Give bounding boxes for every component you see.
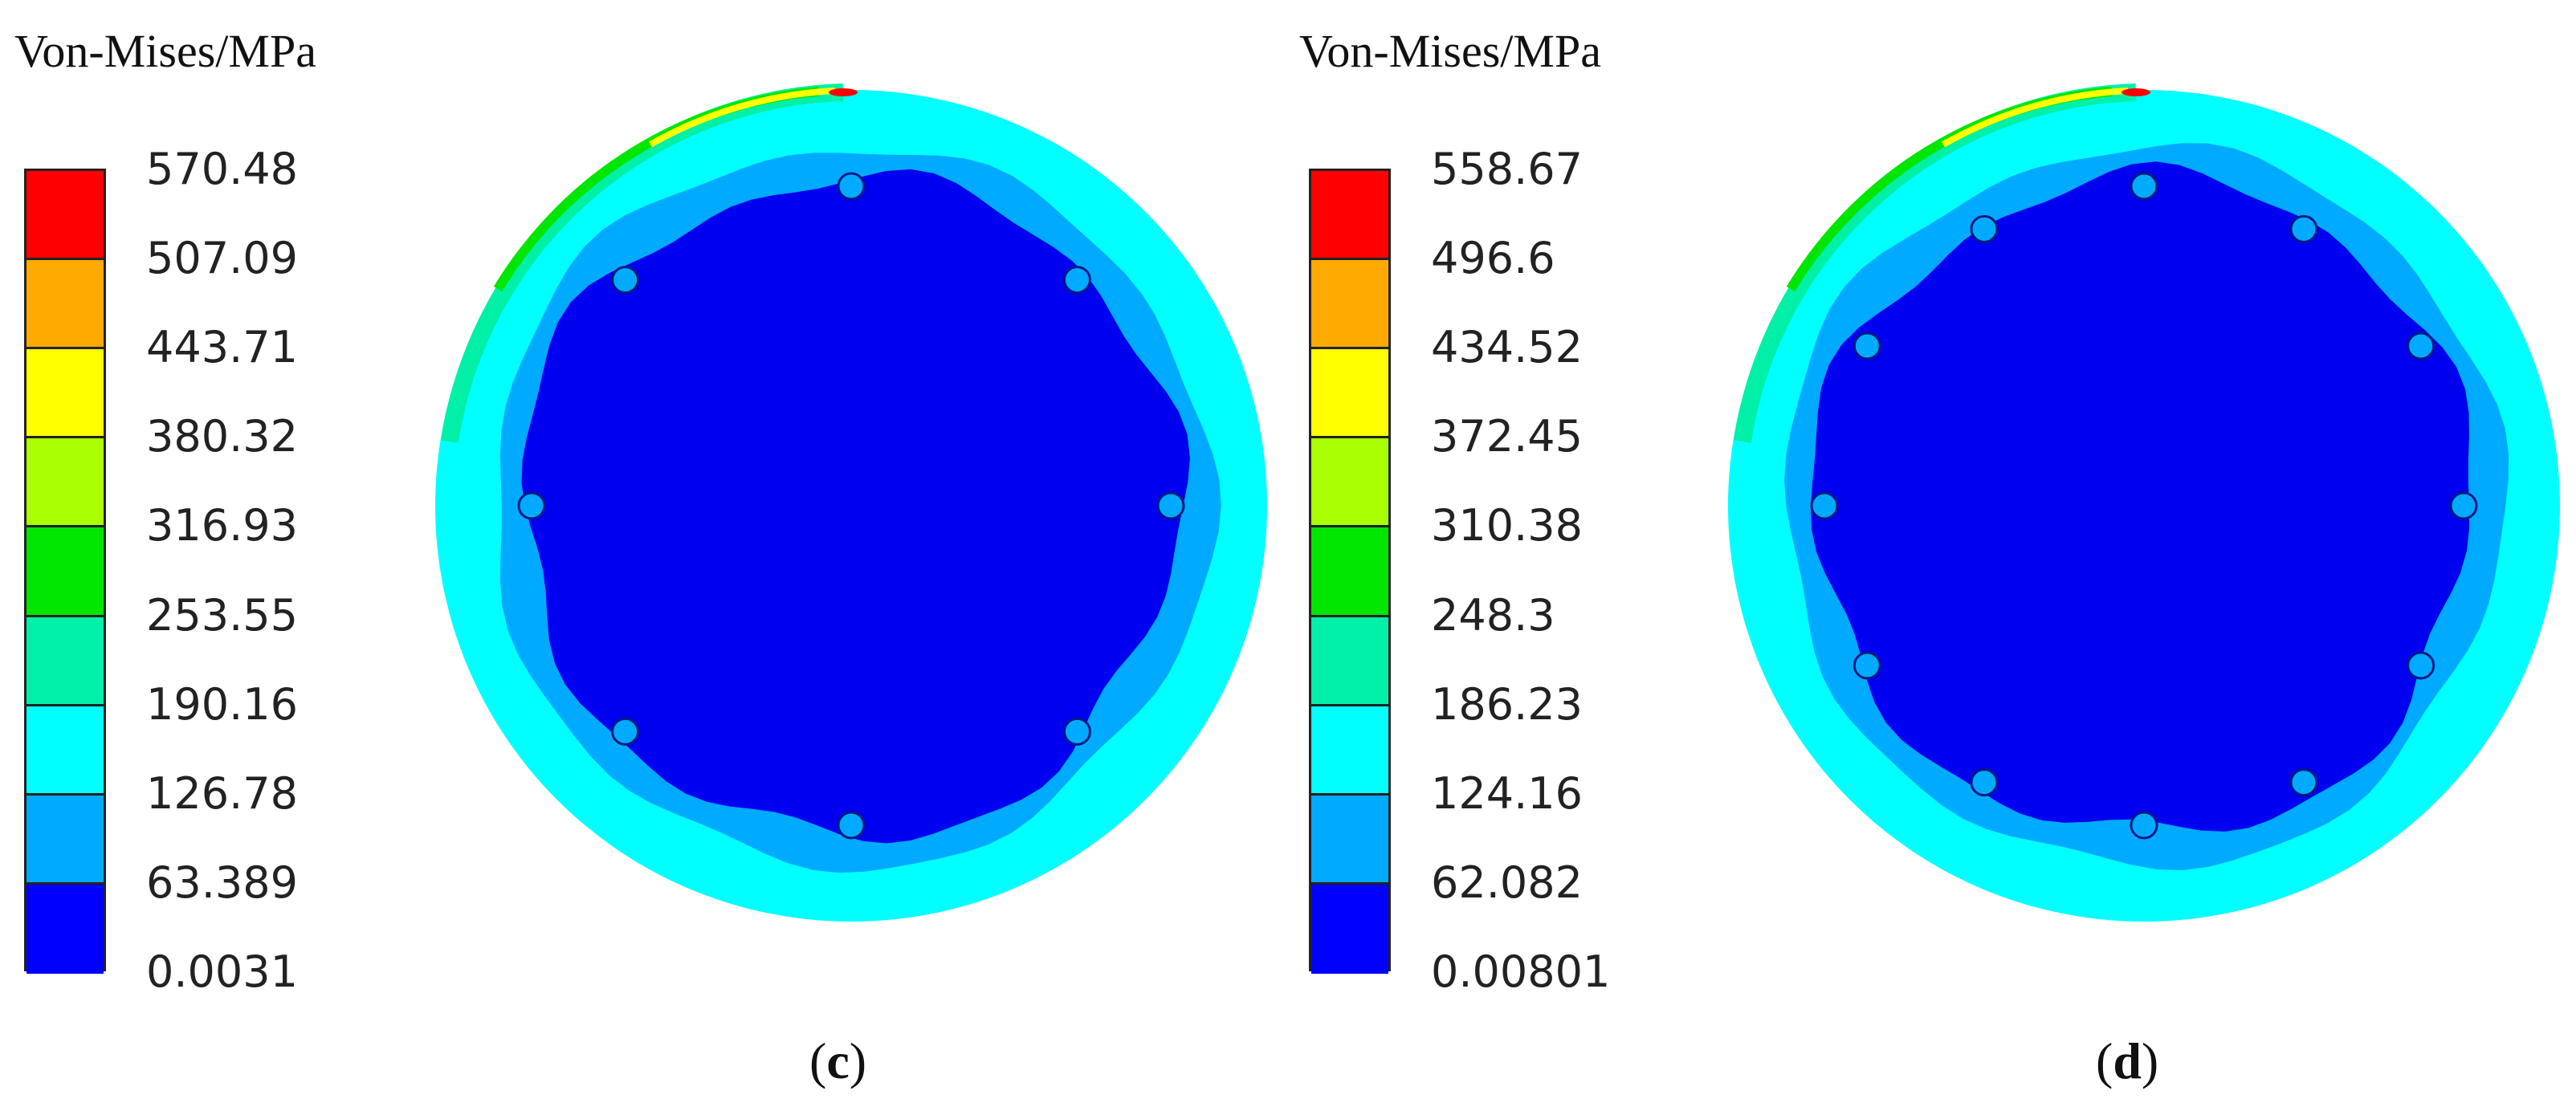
legend-swatch bbox=[26, 795, 104, 885]
legend-swatch bbox=[26, 706, 104, 796]
legend-value: 372.45 bbox=[1431, 411, 1583, 462]
legend-value: 63.389 bbox=[146, 857, 298, 908]
legend-value: 507.09 bbox=[146, 233, 298, 284]
legend-value: 0.00801 bbox=[1431, 946, 1611, 997]
bolt-hole bbox=[2407, 651, 2435, 680]
bolt-hole bbox=[611, 266, 640, 295]
peak-stress-spot bbox=[829, 88, 858, 96]
legend-value: 443.71 bbox=[146, 322, 298, 373]
legend-title: Von-Mises/MPa bbox=[14, 25, 316, 77]
legend-swatch bbox=[26, 171, 104, 261]
bolt-hole bbox=[1810, 491, 1839, 520]
bolt-hole bbox=[2289, 214, 2318, 243]
legend-value: 190.16 bbox=[146, 678, 298, 730]
legend-swatch bbox=[1311, 260, 1388, 350]
legend-swatch bbox=[26, 617, 104, 706]
bolt-hole bbox=[1156, 491, 1185, 520]
bolt-hole bbox=[1853, 651, 1881, 680]
legend-value: 124.16 bbox=[1431, 767, 1583, 819]
legend-swatch bbox=[26, 884, 104, 974]
legend-value: 570.48 bbox=[146, 144, 298, 194]
legend-value: 0.0031 bbox=[146, 946, 298, 997]
bolt-hole bbox=[837, 172, 866, 201]
rim-gradient bbox=[1942, 88, 2129, 148]
legend-value: 434.52 bbox=[1431, 322, 1583, 373]
bolt-hole bbox=[2289, 768, 2318, 797]
legend-value: 62.082 bbox=[1431, 857, 1583, 908]
bolt-hole bbox=[1970, 768, 1999, 797]
legend-swatch bbox=[1311, 706, 1388, 796]
legend-value: 126.78 bbox=[146, 767, 298, 819]
legend-swatch bbox=[26, 349, 104, 439]
low-stress-core bbox=[1810, 161, 2470, 832]
panel-c: Von-Mises/MPa 570.48 507.09 443.71 380.32 31… bbox=[0, 0, 1285, 1107]
panel-d: Von-Mises/MPa 558.67 496.6 434.52 372.45 310… bbox=[1285, 0, 2576, 1107]
bolt-hole bbox=[2407, 332, 2435, 360]
peak-stress-spot bbox=[2122, 88, 2150, 96]
rim-gradient bbox=[649, 88, 836, 148]
legend-swatch bbox=[1311, 884, 1388, 974]
legend-swatch bbox=[26, 527, 104, 617]
bolt-hole bbox=[611, 717, 640, 746]
legend-swatch bbox=[1311, 795, 1388, 885]
bolt-hole bbox=[1062, 266, 1091, 295]
figure-caption: (d) bbox=[2096, 1032, 2159, 1089]
legend-title: Von-Mises/MPa bbox=[1299, 25, 1601, 77]
bolt-hole bbox=[2449, 491, 2478, 520]
legend-swatch bbox=[1311, 349, 1388, 439]
legend-value: 380.32 bbox=[146, 411, 298, 462]
bolt-hole bbox=[1062, 717, 1091, 746]
bolt-hole bbox=[2130, 811, 2158, 840]
legend-color-bar bbox=[1309, 169, 1391, 974]
legend-swatch bbox=[1311, 438, 1388, 528]
legend-swatch bbox=[1311, 617, 1388, 706]
stress-contour-plot bbox=[1728, 83, 2560, 922]
bolt-hole bbox=[1853, 332, 1881, 360]
bolt-hole bbox=[837, 811, 866, 840]
legend-swatch bbox=[26, 438, 104, 528]
legend-value: 253.55 bbox=[146, 589, 298, 641]
legend-swatch bbox=[26, 260, 104, 350]
figure-caption: (c) bbox=[809, 1032, 867, 1089]
legend-value: 558.67 bbox=[1431, 144, 1583, 194]
legend-color-bar bbox=[24, 169, 106, 974]
legend-swatch bbox=[1311, 527, 1388, 617]
bolt-hole bbox=[1970, 214, 1999, 243]
bolt-hole bbox=[517, 491, 546, 520]
legend-value: 248.3 bbox=[1431, 589, 1555, 641]
low-stress-core bbox=[521, 169, 1190, 844]
legend-value: 310.38 bbox=[1431, 500, 1583, 551]
bolt-hole bbox=[2130, 172, 2158, 201]
legend-value: 316.93 bbox=[146, 500, 298, 551]
legend-value: 496.6 bbox=[1431, 233, 1555, 284]
legend-swatch bbox=[1311, 171, 1388, 261]
stress-contour-plot bbox=[435, 83, 1267, 922]
legend-value: 186.23 bbox=[1431, 678, 1583, 730]
